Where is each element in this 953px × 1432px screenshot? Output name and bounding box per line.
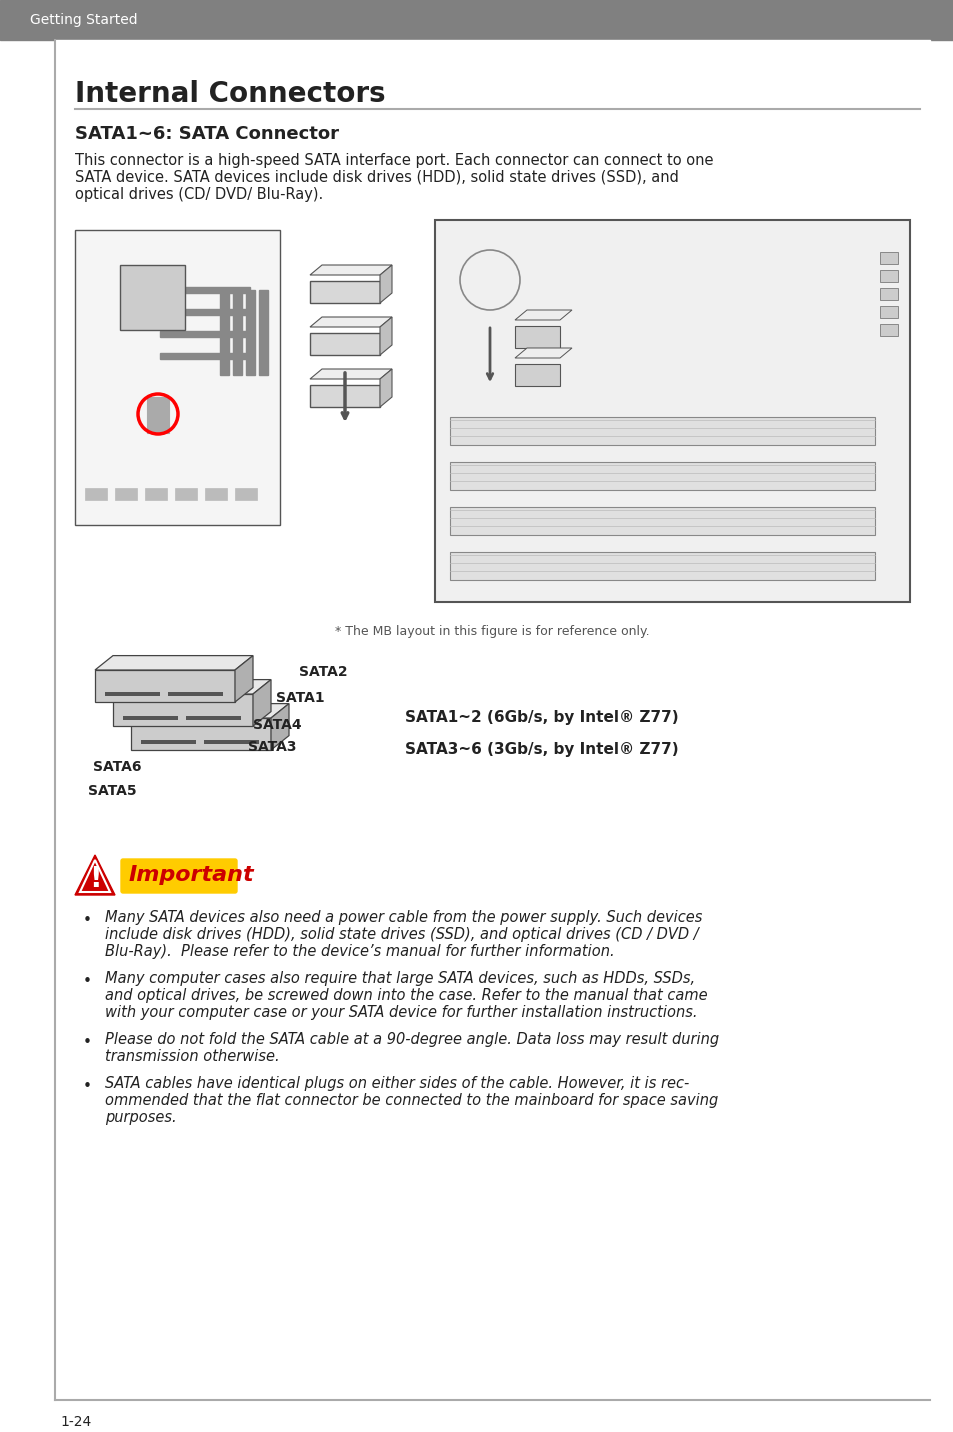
Bar xyxy=(435,221,909,601)
Text: SATA4: SATA4 xyxy=(253,717,301,732)
FancyBboxPatch shape xyxy=(121,859,236,894)
Polygon shape xyxy=(310,369,392,379)
Bar xyxy=(160,354,250,359)
Text: This connector is a high-speed SATA interface port. Each connector can connect t: This connector is a high-speed SATA inte… xyxy=(75,153,713,168)
Bar xyxy=(879,252,897,263)
Text: Please do not fold the SATA cable at a 90-degree angle. Data loss may result dur: Please do not fold the SATA cable at a 9… xyxy=(105,1032,719,1047)
Bar xyxy=(450,551,874,580)
Bar xyxy=(145,488,167,500)
Bar xyxy=(310,385,379,407)
Polygon shape xyxy=(310,316,392,326)
Text: SATA cables have identical plugs on either sides of the cable. However, it is re: SATA cables have identical plugs on eith… xyxy=(105,1075,688,1091)
Bar xyxy=(515,364,559,387)
Text: SATA1~2 (6Gb/s, by Intel® Z77): SATA1~2 (6Gb/s, by Intel® Z77) xyxy=(405,710,678,725)
Bar xyxy=(258,291,268,375)
Text: Blu-Ray).  Please refer to the device’s manual for further information.: Blu-Ray). Please refer to the device’s m… xyxy=(105,944,614,959)
Text: Many computer cases also require that large SATA devices, such as HDDs, SSDs,: Many computer cases also require that la… xyxy=(105,971,695,987)
Polygon shape xyxy=(379,369,392,407)
Bar xyxy=(204,740,258,745)
Bar xyxy=(233,291,242,375)
Text: !: ! xyxy=(89,865,101,894)
Bar xyxy=(160,286,250,294)
Bar xyxy=(95,670,234,702)
Text: SATA device. SATA devices include disk drives (HDD), solid state drives (SSD), a: SATA device. SATA devices include disk d… xyxy=(75,170,679,185)
Text: purposes.: purposes. xyxy=(105,1110,176,1126)
Bar xyxy=(168,692,223,696)
Bar xyxy=(879,271,897,282)
Text: Getting Started: Getting Started xyxy=(30,13,137,27)
Text: Important: Important xyxy=(129,865,254,885)
Text: SATA6: SATA6 xyxy=(92,760,141,775)
Bar xyxy=(105,692,160,696)
Bar xyxy=(205,488,227,500)
Polygon shape xyxy=(515,309,572,319)
Bar xyxy=(450,417,874,445)
Text: •: • xyxy=(82,914,91,928)
Bar xyxy=(515,326,559,348)
Bar xyxy=(112,695,253,726)
Bar xyxy=(186,716,241,720)
Text: SATA5: SATA5 xyxy=(88,783,136,798)
Bar xyxy=(174,488,196,500)
Bar xyxy=(234,488,256,500)
Text: Many SATA devices also need a power cable from the power supply. Such devices: Many SATA devices also need a power cabl… xyxy=(105,909,701,925)
Polygon shape xyxy=(112,680,271,695)
Polygon shape xyxy=(271,703,289,750)
Bar xyxy=(310,281,379,304)
Text: SATA3: SATA3 xyxy=(248,740,296,755)
Text: •: • xyxy=(82,1078,91,1094)
Bar xyxy=(450,463,874,490)
Bar xyxy=(220,291,229,375)
Text: Internal Connectors: Internal Connectors xyxy=(75,80,385,107)
Text: SATA1: SATA1 xyxy=(275,692,324,705)
Bar xyxy=(160,331,250,337)
Bar xyxy=(879,324,897,337)
Polygon shape xyxy=(131,703,289,717)
Bar xyxy=(141,740,195,745)
Polygon shape xyxy=(310,265,392,275)
Bar xyxy=(147,397,169,432)
Text: SATA3~6 (3Gb/s, by Intel® Z77): SATA3~6 (3Gb/s, by Intel® Z77) xyxy=(405,742,678,758)
Text: 1-24: 1-24 xyxy=(60,1415,91,1429)
Polygon shape xyxy=(515,348,572,358)
Bar xyxy=(0,0,953,40)
Text: •: • xyxy=(82,1035,91,1050)
Text: transmission otherwise.: transmission otherwise. xyxy=(105,1050,279,1064)
Polygon shape xyxy=(379,265,392,304)
Text: and optical drives, be screwed down into the case. Refer to the manual that came: and optical drives, be screwed down into… xyxy=(105,988,707,1002)
Polygon shape xyxy=(234,656,253,702)
Text: SATA1~6: SATA Connector: SATA1~6: SATA Connector xyxy=(75,125,338,143)
Text: SATA2: SATA2 xyxy=(298,664,347,679)
Text: optical drives (CD/ DVD/ Blu-Ray).: optical drives (CD/ DVD/ Blu-Ray). xyxy=(75,188,323,202)
Polygon shape xyxy=(75,855,115,895)
Polygon shape xyxy=(253,680,271,726)
Bar xyxy=(879,306,897,318)
Bar xyxy=(123,716,178,720)
Bar xyxy=(310,334,379,355)
Bar xyxy=(85,488,107,500)
Bar xyxy=(120,265,185,329)
Bar xyxy=(115,488,137,500)
Bar xyxy=(131,717,271,750)
Text: •: • xyxy=(82,974,91,990)
Polygon shape xyxy=(95,656,253,670)
Text: * The MB layout in this figure is for reference only.: * The MB layout in this figure is for re… xyxy=(335,624,649,639)
Bar xyxy=(879,288,897,299)
Bar xyxy=(75,231,280,526)
Text: ommended that the flat connector be connected to the mainboard for space saving: ommended that the flat connector be conn… xyxy=(105,1093,718,1108)
Text: with your computer case or your SATA device for further installation instruction: with your computer case or your SATA dev… xyxy=(105,1005,697,1020)
Bar xyxy=(450,507,874,536)
Text: include disk drives (HDD), solid state drives (SSD), and optical drives (CD / DV: include disk drives (HDD), solid state d… xyxy=(105,927,698,942)
Polygon shape xyxy=(379,316,392,355)
Bar xyxy=(160,309,250,315)
Bar xyxy=(246,291,254,375)
